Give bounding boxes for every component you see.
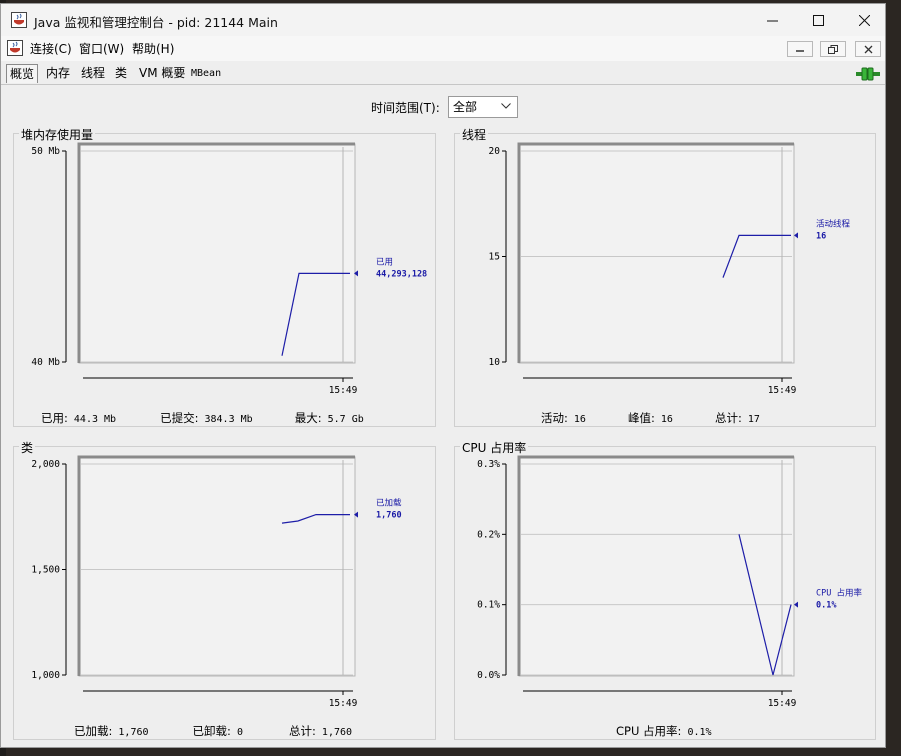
time-range-label: 时间范围(T): xyxy=(371,101,440,115)
menu-help[interactable]: 帮助(H) xyxy=(132,42,175,56)
summary-key: 已用: xyxy=(41,411,68,425)
restore-icon xyxy=(828,44,838,54)
summary-value: 1,760 xyxy=(321,727,353,738)
tab-bar: 概览 内存 线程 类 VM 概要 MBean xyxy=(1,62,885,85)
close-icon xyxy=(858,14,870,26)
menu-bar: 连接(C) 窗口(W) 帮助(H) xyxy=(1,36,885,61)
tab-mbean[interactable]: MBean xyxy=(191,68,222,79)
summary-key: CPU 占用率: xyxy=(616,724,682,738)
chevron-down-icon xyxy=(501,103,511,109)
summary-value: 44.3 Mb xyxy=(73,414,117,425)
tab-classes[interactable]: 类 xyxy=(115,66,128,80)
summary-key: 已加载: xyxy=(74,724,113,738)
summary-value: 16 xyxy=(573,414,586,425)
title-bar[interactable]: Java 监视和管理控制台 - pid: 21144 Main xyxy=(1,4,885,36)
cpu-panel: CPU 占用率 CPU 占用率: 0.1% xyxy=(454,439,876,740)
minimize-button[interactable] xyxy=(749,4,795,36)
summary-key: 总计: xyxy=(714,411,742,425)
summary-value: 5.7 Gb xyxy=(327,414,364,425)
classes-panel: 类 已加载: 1,760 已卸载: 0 总计: 1,760 xyxy=(13,439,436,740)
summary-value: 0.1% xyxy=(687,727,712,738)
minimize-icon xyxy=(766,20,778,21)
panel-title: 类 xyxy=(19,439,36,456)
java-cup-icon xyxy=(11,12,27,28)
summary-value: 1,760 xyxy=(118,727,149,738)
threads-summary: 活动: 16 峰值: 16 总计: 17 xyxy=(541,410,760,426)
summary-value: 17 xyxy=(747,414,760,425)
inner-restore-button[interactable] xyxy=(820,41,846,57)
summary-key: 活动: xyxy=(541,411,568,425)
cpu-summary: CPU 占用率: 0.1% xyxy=(616,723,712,739)
tab-threads[interactable]: 线程 xyxy=(81,66,106,80)
summary-key: 峰值: xyxy=(627,411,655,425)
minimize-icon xyxy=(796,50,804,52)
maximize-button[interactable] xyxy=(795,4,841,36)
tab-overview[interactable]: 概览 xyxy=(6,64,39,83)
heap-summary: 已用: 44.3 Mb 已提交: 384.3 Mb 最大: 5.7 Gb xyxy=(41,410,364,426)
tab-memory[interactable]: 内存 xyxy=(46,66,71,80)
tab-vm-summary[interactable]: VM 概要 xyxy=(139,66,186,80)
summary-key: 总计: xyxy=(289,724,316,738)
window-title: Java 监视和管理控制台 - pid: 21144 Main xyxy=(34,15,278,30)
summary-value: 384.3 Mb xyxy=(204,414,253,425)
threads-panel: 线程 活动: 16 峰值: 16 总计: 17 xyxy=(454,126,876,427)
close-icon xyxy=(864,45,872,53)
panel-title: 线程 xyxy=(460,126,489,143)
menu-window[interactable]: 窗口(W) xyxy=(79,42,125,56)
summary-value: 16 xyxy=(660,414,673,425)
java-cup-icon[interactable] xyxy=(7,40,23,56)
summary-key: 已卸载: xyxy=(192,724,231,738)
maximize-icon xyxy=(812,14,824,26)
summary-value: 0 xyxy=(236,727,243,738)
panel-title: CPU 占用率 xyxy=(460,439,529,456)
summary-key: 最大: xyxy=(294,411,322,425)
time-range-select[interactable]: 全部 xyxy=(448,96,518,118)
panel-title: 堆内存使用量 xyxy=(19,126,96,143)
close-button[interactable] xyxy=(841,4,885,36)
inner-close-button[interactable] xyxy=(855,41,881,57)
time-range-value: 全部 xyxy=(453,100,478,114)
connection-status-icon xyxy=(856,67,880,81)
inner-minimize-button[interactable] xyxy=(787,41,813,57)
menu-connection[interactable]: 连接(C) xyxy=(30,42,72,56)
jconsole-window: Java 监视和管理控制台 - pid: 21144 Main 连接(C) 窗口… xyxy=(0,3,886,748)
heap-panel: 堆内存使用量 已用: 44.3 Mb 已提交: 384.3 Mb 最大: 5.7… xyxy=(13,126,436,427)
summary-key: 已提交: xyxy=(160,411,199,425)
classes-summary: 已加载: 1,760 已卸载: 0 总计: 1,760 xyxy=(74,723,352,739)
